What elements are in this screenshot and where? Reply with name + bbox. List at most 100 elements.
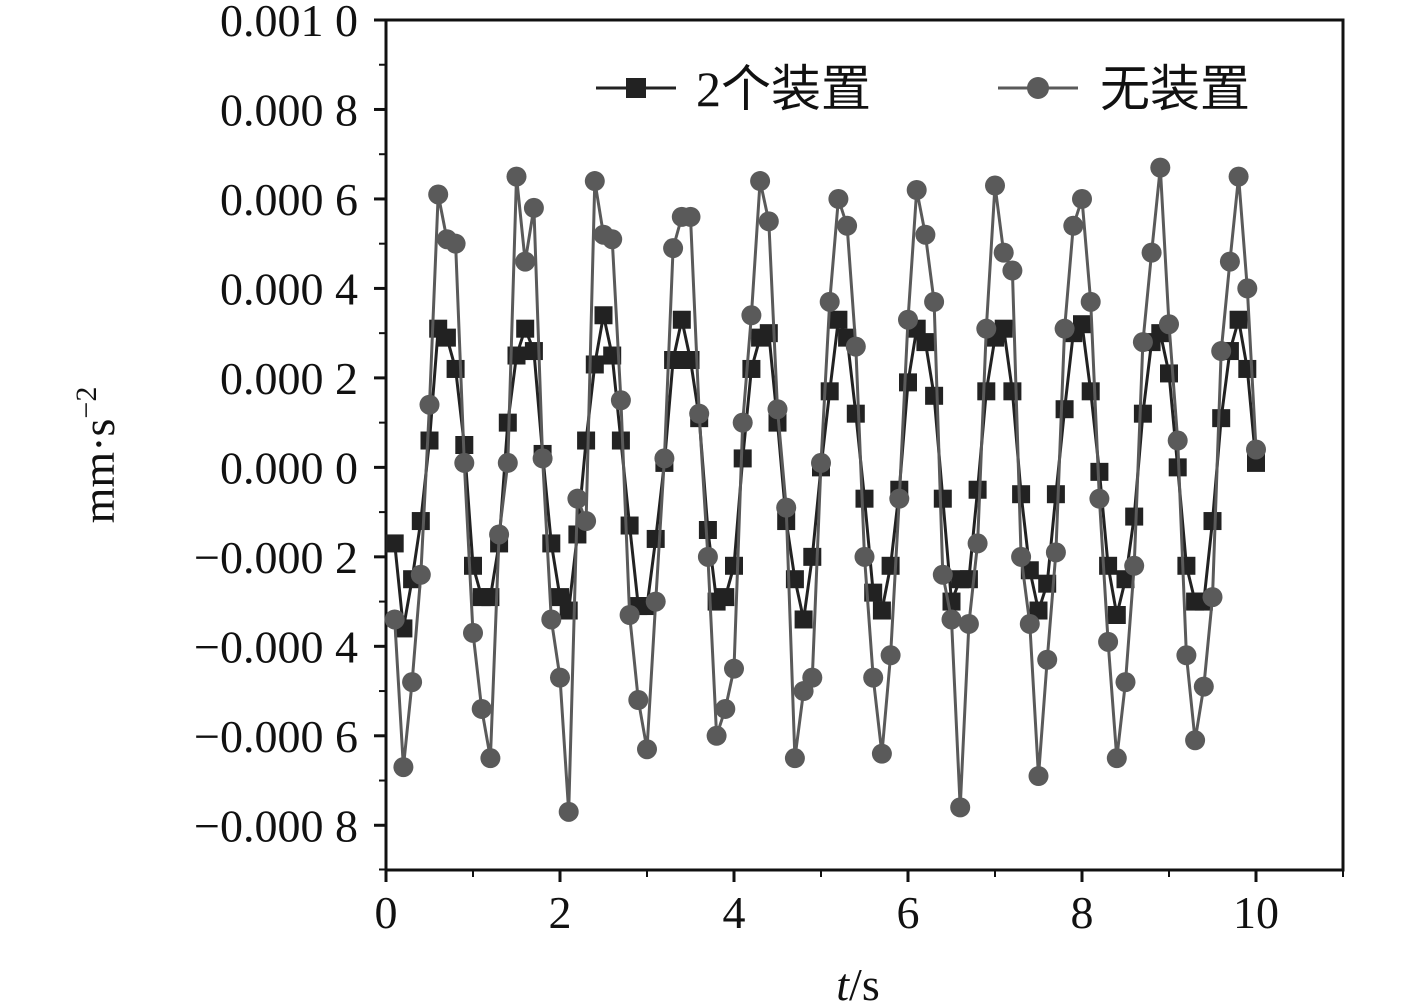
data-point-circle: [967, 533, 988, 554]
data-point-circle: [558, 801, 579, 822]
data-point-circle: [941, 609, 962, 630]
data-point-square: [681, 351, 700, 369]
data-point-circle: [654, 448, 675, 469]
data-point-circle: [898, 309, 918, 330]
y-axis-title-base: mm·s: [73, 419, 124, 524]
data-point-square: [916, 333, 935, 352]
data-point-square: [785, 570, 804, 589]
series-line: [393, 166, 1258, 814]
data-point-circle: [489, 524, 510, 545]
y-tick-label: 0.000 2: [220, 353, 358, 404]
data-point-circle: [663, 238, 684, 259]
data-point-circle: [1028, 766, 1049, 787]
data-point-square: [1012, 485, 1031, 504]
data-point-circle: [1219, 251, 1240, 272]
data-point-circle: [811, 452, 831, 473]
data-point-square: [577, 431, 596, 450]
data-point-circle: [497, 452, 518, 473]
x-axis-title: t/s: [836, 959, 879, 1003]
x-tick-label: 10: [1233, 887, 1279, 938]
data-point-circle: [697, 546, 718, 567]
data-point-circle: [628, 690, 649, 710]
data-point-circle: [1124, 555, 1145, 576]
data-point-circle: [1141, 242, 1162, 263]
data-point-circle: [419, 394, 440, 415]
data-point-square: [646, 529, 665, 548]
data-point-circle: [393, 757, 414, 778]
y-tick-label: 0.000 6: [220, 174, 358, 225]
legend-marker-square: [626, 78, 646, 98]
data-point-square: [698, 521, 717, 539]
data-point-circle: [776, 497, 797, 518]
data-point-square: [968, 480, 987, 499]
data-point-circle: [506, 166, 527, 187]
data-point-circle: [1176, 645, 1197, 666]
data-point-square: [1046, 485, 1065, 504]
legend-item-1: 2个装置: [596, 61, 871, 117]
data-point-circle: [410, 564, 431, 585]
data-point-square: [942, 592, 961, 611]
data-point-square: [1229, 310, 1248, 329]
data-point-circle: [1080, 291, 1101, 312]
data-point-circle: [854, 546, 875, 567]
data-point-square: [1160, 364, 1178, 383]
data-point-circle: [889, 488, 910, 509]
data-point-circle: [610, 390, 631, 411]
x-axis-title-rest: /s: [849, 959, 880, 1003]
x-tick-label: 0: [375, 887, 398, 938]
data-point-square: [1073, 315, 1091, 334]
data-point-square: [933, 489, 952, 508]
data-point-circle: [384, 609, 405, 630]
data-point-circle: [1211, 341, 1232, 362]
data-point-circle: [845, 336, 866, 357]
data-point-circle: [715, 698, 736, 719]
data-point-circle: [454, 452, 475, 473]
data-point-circle: [1054, 318, 1075, 339]
data-point-circle: [1246, 439, 1266, 460]
data-point-square: [420, 431, 439, 450]
data-point-circle: [871, 743, 892, 764]
data-point-square: [1003, 382, 1022, 401]
data-point-circle: [1089, 488, 1110, 509]
data-point-square: [620, 516, 639, 535]
data-point-circle: [1045, 542, 1066, 563]
data-point-circle: [1132, 332, 1153, 353]
data-point-circle: [837, 215, 858, 236]
data-point-square: [1081, 382, 1100, 401]
data-point-circle: [906, 180, 927, 200]
data-point-circle: [471, 698, 492, 719]
x-tick-label: 4: [723, 887, 746, 938]
data-point-circle: [732, 412, 753, 433]
data-point-circle: [724, 658, 744, 679]
data-point-square: [1055, 400, 1074, 419]
data-point-circle: [1098, 631, 1119, 652]
series-2: [384, 157, 1266, 822]
data-point-circle: [645, 591, 666, 612]
series-group: [384, 157, 1266, 822]
data-point-square: [1107, 606, 1126, 624]
axes: 0.001 0 0.000 8 0.000 6 0.000 4 0.000 2 0.000…: [194, 0, 1345, 938]
data-point-circle: [915, 224, 936, 245]
legend-item-2: 无装置: [998, 61, 1250, 117]
data-point-circle: [767, 399, 788, 420]
data-point-square: [672, 310, 691, 329]
data-point-circle: [741, 305, 762, 326]
data-point-square: [846, 404, 865, 423]
data-point-circle: [802, 667, 823, 688]
data-point-circle: [958, 613, 979, 634]
legend-label: 无装置: [1100, 61, 1250, 117]
data-point-square: [829, 310, 848, 329]
data-point-circle: [1106, 748, 1127, 769]
y-tick-label: −0.000 8: [194, 800, 358, 851]
legend-label: 2个装置: [696, 61, 871, 117]
data-point-square: [594, 306, 613, 325]
data-point-square: [1238, 359, 1257, 378]
data-point-circle: [1228, 166, 1249, 187]
data-point-circle: [402, 672, 423, 693]
data-point-circle: [1159, 314, 1179, 335]
data-point-circle: [584, 171, 605, 192]
data-point-circle: [880, 645, 901, 666]
data-point-square: [464, 556, 482, 575]
data-point-circle: [758, 211, 779, 232]
